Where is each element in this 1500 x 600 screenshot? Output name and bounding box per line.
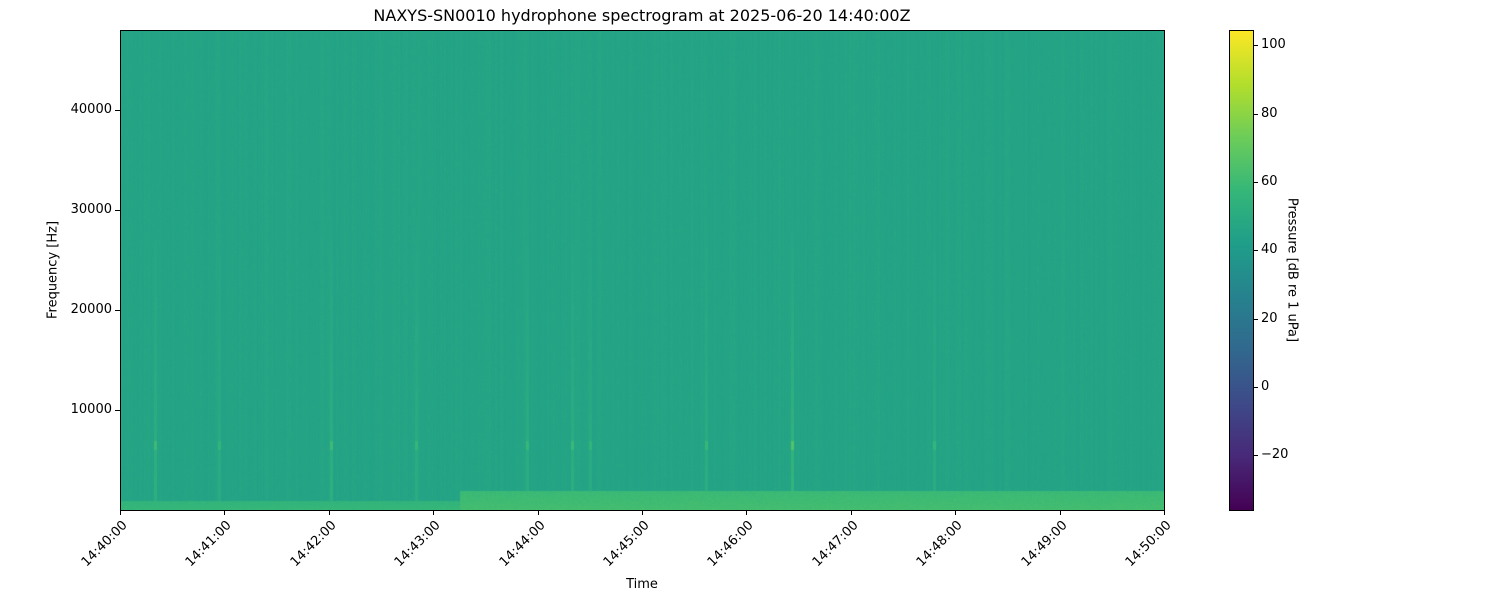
colorbar-tick-mark xyxy=(1253,45,1258,47)
x-tick-label: 14:47:00 xyxy=(809,518,862,570)
y-tick-label: 20000 xyxy=(70,302,112,317)
spectrogram-heatmap xyxy=(120,30,1164,510)
colorbar-tick-label: 20 xyxy=(1261,310,1278,326)
colorbar-tick-label: 60 xyxy=(1261,174,1278,190)
x-axis-label: Time xyxy=(626,577,658,592)
x-tick-mark xyxy=(537,510,539,515)
x-tick-label: 14:46:00 xyxy=(705,518,757,570)
colorbar-tick-mark xyxy=(1253,250,1258,252)
colorbar-tick-label: 80 xyxy=(1261,105,1278,121)
y-tick-label: 10000 xyxy=(70,402,112,417)
x-tick-label: 14:42:00 xyxy=(287,518,340,570)
colorbar-tick-label: 100 xyxy=(1261,37,1286,53)
y-tick-mark xyxy=(115,210,120,211)
y-tick-mark xyxy=(115,310,120,311)
x-tick-mark xyxy=(955,510,957,515)
x-tick-mark xyxy=(120,510,121,515)
x-tick-label: 14:43:00 xyxy=(391,518,444,570)
colorbar-tick-label: 40 xyxy=(1261,242,1278,258)
x-tick-mark xyxy=(850,510,852,515)
x-tick-mark xyxy=(433,510,435,515)
colorbar-tick-label: −20 xyxy=(1261,447,1289,463)
x-tick-label: 14:40:00 xyxy=(78,518,131,570)
colorbar-tick-mark xyxy=(1253,455,1258,457)
x-tick-label: 14:49:00 xyxy=(1018,518,1071,570)
x-tick-mark xyxy=(1164,510,1165,515)
x-tick-mark xyxy=(1059,510,1061,515)
colorbar-tick-mark xyxy=(1253,182,1258,184)
x-tick-label: 14:45:00 xyxy=(600,518,653,570)
y-tick-mark xyxy=(115,410,120,411)
colorbar-tick-mark xyxy=(1253,387,1258,388)
y-axis-label: Frequency [Hz] xyxy=(45,220,61,320)
x-tick-mark xyxy=(642,510,643,515)
x-tick-mark xyxy=(328,510,330,515)
colorbar-tick-mark xyxy=(1253,318,1258,320)
colorbar xyxy=(1229,30,1253,510)
x-tick-label: 14:50:00 xyxy=(1122,518,1175,570)
colorbar-label: Pressure [dB re 1 uPa] xyxy=(1284,197,1300,343)
x-tick-mark xyxy=(746,510,748,515)
chart-title: NAXYS-SN0010 hydrophone spectrogram at 2… xyxy=(373,6,911,25)
x-tick-label: 14:41:00 xyxy=(183,518,235,570)
colorbar-tick-mark xyxy=(1253,113,1258,115)
y-tick-label: 30000 xyxy=(70,202,112,217)
y-tick-mark xyxy=(115,110,120,111)
x-tick-label: 14:48:00 xyxy=(913,518,966,570)
x-tick-label: 14:44:00 xyxy=(496,518,549,570)
x-tick-mark xyxy=(224,510,226,515)
colorbar-tick-label: 0 xyxy=(1261,379,1270,394)
y-tick-label: 40000 xyxy=(70,102,112,117)
